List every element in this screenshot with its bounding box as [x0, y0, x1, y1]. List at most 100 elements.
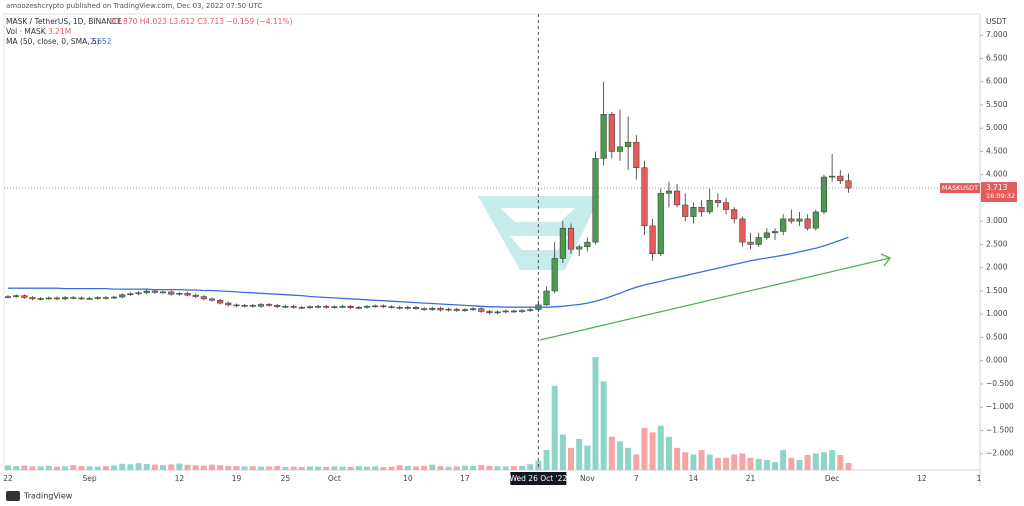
candle-body	[755, 237, 762, 245]
volume-bar	[568, 447, 575, 470]
volume-bar	[461, 465, 468, 470]
volume-bar	[355, 466, 362, 470]
candle-body	[829, 175, 836, 178]
candle-body	[812, 211, 819, 229]
y-tick-label: 5.000	[986, 123, 1008, 132]
watermark-shape	[478, 196, 600, 270]
volume-bar	[625, 447, 632, 470]
x-tick-label: 14	[689, 474, 699, 483]
candle-body	[445, 308, 452, 311]
candle-body	[323, 306, 330, 308]
y-tick-label: −1.000	[986, 402, 1014, 411]
candle-body	[208, 298, 216, 301]
candle-body	[282, 306, 289, 308]
candle-body	[543, 290, 550, 306]
volume-bar	[53, 466, 60, 470]
y-tick-label: −2.000	[986, 449, 1014, 458]
candle-body	[804, 218, 811, 229]
last-price-label: 3.713	[986, 183, 1008, 192]
volume-bar	[845, 462, 852, 470]
volume-bar	[380, 467, 387, 470]
candle-body	[600, 114, 607, 159]
candle-body	[494, 311, 501, 314]
candle-body	[649, 225, 656, 255]
candle-body	[355, 306, 362, 309]
volume-bar	[331, 466, 338, 470]
candle-body	[102, 297, 109, 299]
y-tick-label: 2.500	[986, 239, 1008, 248]
volume-bar	[706, 454, 713, 470]
candle-body	[78, 297, 85, 300]
candle-body	[698, 207, 705, 213]
volume-bar	[37, 466, 44, 470]
candle-body	[502, 310, 509, 313]
price-tag: MASKUSDT	[942, 184, 978, 192]
candle-body	[217, 300, 224, 304]
candle-body	[372, 305, 379, 308]
x-tick-label: 10	[403, 474, 413, 483]
y-tick-label: −1.500	[986, 425, 1014, 434]
volume-bar	[674, 447, 681, 470]
currency-label: USDT	[986, 17, 1007, 26]
volume-bar	[616, 441, 623, 470]
candle-body	[257, 304, 264, 307]
candle-body	[249, 305, 256, 307]
trend-arrow-head	[880, 253, 892, 267]
volume-bar	[478, 465, 485, 470]
candle-body	[70, 297, 77, 299]
volume-bar	[70, 465, 77, 470]
volume-bar	[592, 357, 599, 470]
candle-body	[266, 304, 273, 306]
candle-body	[241, 305, 248, 307]
candle-body	[616, 146, 624, 152]
last-price-box	[981, 182, 1017, 203]
x-tick-label: Nov	[580, 474, 595, 483]
volume-bar	[804, 454, 811, 470]
volume-bar	[241, 466, 248, 470]
y-tick-label: 4.000	[986, 170, 1008, 179]
x-tick-label: 19	[232, 474, 242, 483]
volume-bar	[192, 465, 199, 470]
y-tick-label: 4.500	[986, 146, 1008, 155]
volume-bar	[690, 454, 697, 470]
candle-body	[780, 218, 787, 232]
candle-body	[388, 306, 395, 309]
candle-body	[111, 296, 118, 299]
volume-bar	[600, 381, 607, 470]
volume-bar	[323, 466, 330, 470]
candle-body	[274, 305, 281, 308]
candle-body	[298, 306, 305, 309]
volume-bar	[290, 466, 297, 470]
volume-bar	[111, 465, 118, 470]
candle-body	[37, 298, 44, 300]
volume-bar	[127, 464, 134, 470]
candle-body	[682, 204, 689, 217]
x-tick-label: 21	[746, 474, 756, 483]
x-tick-label: Dec	[825, 474, 840, 483]
volume-bar	[772, 462, 779, 470]
candle-body	[665, 190, 672, 194]
volume-bar	[274, 466, 281, 470]
candle-body	[633, 141, 640, 168]
volume-bar	[315, 466, 322, 470]
candle-body	[625, 141, 632, 148]
volume-bar	[21, 465, 28, 470]
candle-body	[567, 227, 575, 250]
y-tick-label: 0.000	[986, 356, 1008, 365]
y-tick-label: 7.000	[986, 30, 1008, 39]
candle-body	[837, 175, 844, 182]
volume-bar	[29, 466, 36, 470]
candle-body	[674, 190, 681, 206]
x-tick-label: 17	[460, 474, 470, 483]
volume-bar	[543, 450, 550, 470]
candle-body	[747, 241, 754, 245]
volume-bar	[151, 464, 158, 470]
volume-bar	[657, 425, 664, 470]
volume-bar	[755, 458, 762, 470]
volume-bar	[13, 466, 20, 470]
volume-bar	[282, 466, 289, 470]
x-tick-label: 22	[3, 474, 13, 483]
volume-bar	[339, 466, 346, 470]
volume-bar	[788, 457, 795, 470]
